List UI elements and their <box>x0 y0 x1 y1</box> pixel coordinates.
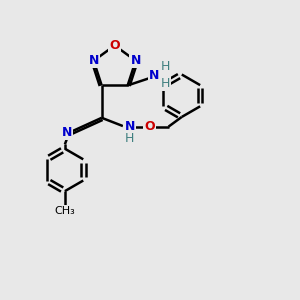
Text: N: N <box>149 69 159 82</box>
Text: N: N <box>124 120 135 133</box>
Text: H: H <box>125 132 134 145</box>
Text: H: H <box>160 60 170 73</box>
Text: CH₃: CH₃ <box>55 206 75 216</box>
Text: N: N <box>62 126 72 139</box>
Text: O: O <box>110 39 120 52</box>
Text: N: N <box>88 54 99 67</box>
Text: N: N <box>130 54 141 67</box>
Text: O: O <box>144 120 155 133</box>
Text: H: H <box>160 77 170 90</box>
